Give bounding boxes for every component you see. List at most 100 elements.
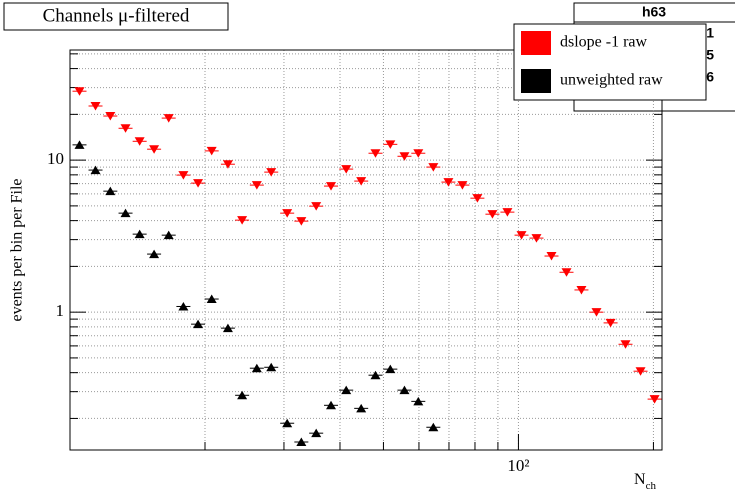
marker [502,208,513,217]
marker [74,87,85,96]
marker [620,340,631,349]
data-point [397,385,412,395]
title-box [3,2,229,31]
marker [516,231,527,240]
marker [356,403,367,413]
marker [605,318,616,328]
x-axis-label: Nch [634,471,656,492]
data-point [72,140,87,149]
data-point [368,149,383,158]
marker [546,252,557,261]
marker [282,209,293,218]
marker [149,145,160,154]
data-point [220,160,235,169]
data-point [383,140,398,149]
data-point [647,395,662,404]
data-point [132,229,147,239]
data-point [603,318,618,328]
data-point [309,202,324,211]
y-tick-label: 10 [47,149,64,168]
data-point [368,370,383,380]
marker [457,181,468,190]
data-point [147,145,162,154]
data-point [426,422,441,432]
data-point [426,163,441,172]
marker [399,385,410,395]
marker [237,216,248,225]
marker [326,400,337,410]
y-tick-label: 1 [56,301,65,320]
data-point [176,301,191,311]
y-axis-label: events per bin per File [9,178,26,321]
marker [163,114,174,123]
data-point [455,181,470,190]
marker [370,370,381,380]
marker [413,149,424,158]
data-point [354,177,369,186]
data-point [354,403,369,413]
data-point [235,390,250,400]
data-point [500,208,515,217]
data-point [161,114,176,123]
data-point [324,182,339,191]
chart-title: Channels μ-filtered [43,5,190,26]
data-point [204,294,219,304]
marker [635,367,646,376]
data-point [514,231,529,240]
data-point [559,268,574,277]
marker [443,178,454,187]
data-point [383,364,398,374]
marker [341,385,352,395]
data-point [118,124,133,133]
data-point [118,208,133,218]
marker [193,179,204,188]
marker [370,149,381,158]
data-point [147,249,162,259]
marker [120,124,131,133]
data-point [220,323,235,333]
marker [90,165,101,175]
legend-swatch [521,31,551,55]
data-point [339,165,354,174]
marker [222,323,233,333]
marker [356,177,367,186]
marker [296,437,307,446]
data-point [103,186,118,196]
data-point [411,149,426,158]
data-point [235,216,250,225]
marker [134,229,145,239]
marker [266,362,277,372]
marker [178,171,189,180]
marker [163,230,174,240]
marker [237,390,248,400]
data-point [485,210,500,219]
marker [222,160,233,169]
marker [649,395,660,404]
legend-label: unweighted raw [560,72,663,89]
x-tick-label: 10² [507,456,529,475]
marker [311,428,322,438]
data-point [411,396,426,406]
data-point [72,87,87,96]
data-point [191,179,206,188]
data-point [204,146,219,156]
data-point [589,308,604,317]
marker [251,363,262,373]
marker [591,308,602,317]
marker [193,319,204,329]
data-point [280,209,295,218]
data-point [574,285,589,295]
legend: dslope -1 raw unweighted raw [513,23,707,101]
marker [311,202,322,211]
marker [206,146,217,156]
data-point [249,363,264,373]
data-point [294,437,309,446]
marker [134,137,145,146]
data-point [633,367,648,376]
marker [120,208,131,218]
data-point [544,252,559,261]
stats-title: h63 [642,4,666,20]
data-point [249,181,264,190]
data-point [264,168,279,177]
